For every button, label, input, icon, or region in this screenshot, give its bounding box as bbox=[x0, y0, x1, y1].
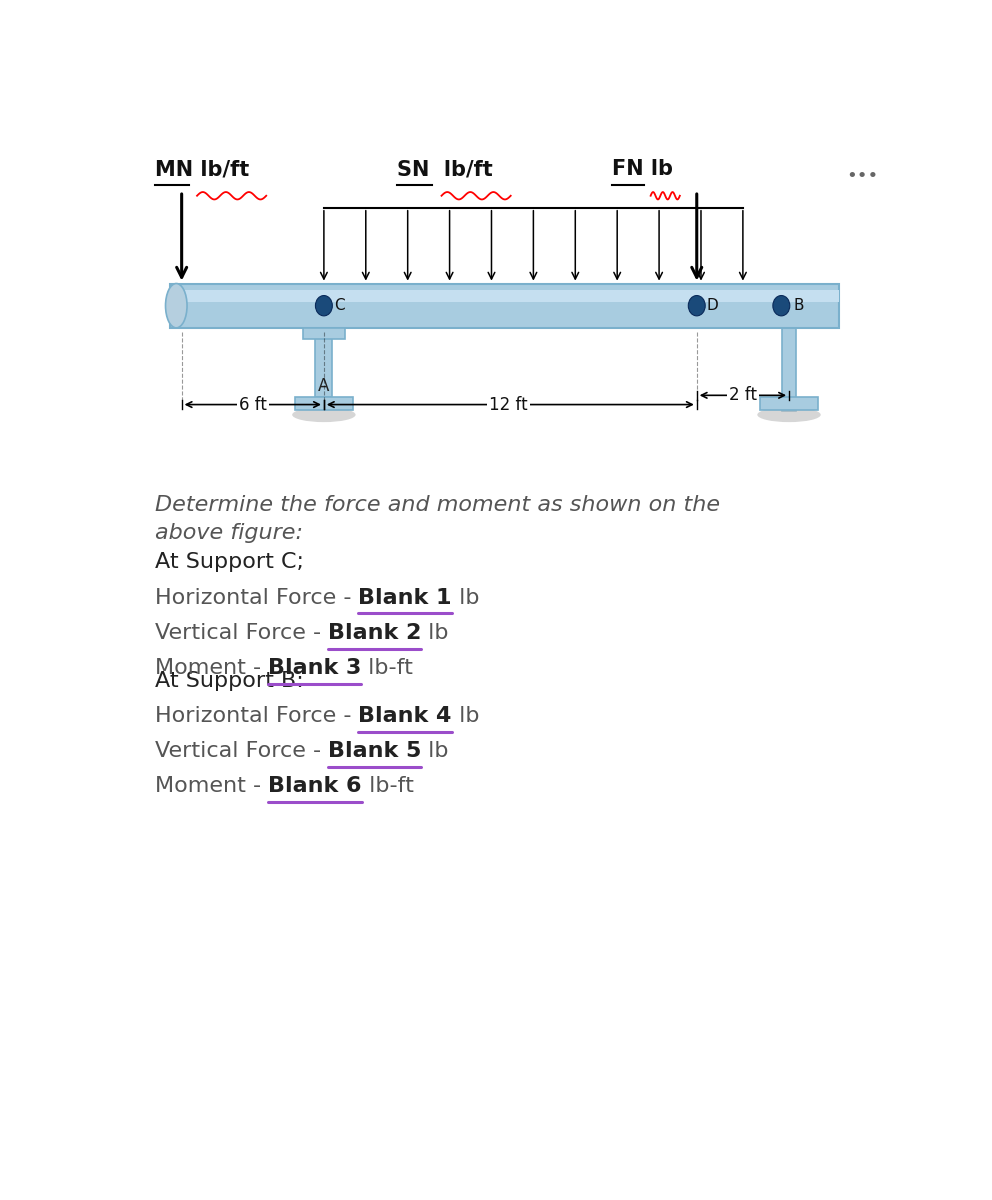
Text: Blank 4: Blank 4 bbox=[358, 706, 451, 726]
Bar bbox=[315, 328, 332, 397]
Text: 6 ft: 6 ft bbox=[239, 396, 267, 414]
Circle shape bbox=[773, 295, 790, 316]
Text: Vertical Force -: Vertical Force - bbox=[155, 740, 328, 761]
Text: Blank 6: Blank 6 bbox=[268, 776, 361, 796]
Text: lb: lb bbox=[422, 740, 448, 761]
Bar bbox=[760, 397, 817, 410]
Text: lb-ft: lb-ft bbox=[361, 658, 414, 678]
Text: B: B bbox=[794, 298, 805, 313]
Text: Moment -: Moment - bbox=[155, 658, 268, 678]
Text: Blank 3: Blank 3 bbox=[268, 658, 361, 678]
Text: FN lb: FN lb bbox=[612, 160, 674, 179]
Text: At Support B:: At Support B: bbox=[155, 671, 304, 691]
Text: Blank 1: Blank 1 bbox=[358, 588, 452, 607]
Text: lb: lb bbox=[422, 623, 448, 643]
Text: Horizontal Force -: Horizontal Force - bbox=[155, 706, 358, 726]
Text: above figure:: above figure: bbox=[155, 523, 303, 542]
Text: Blank 2: Blank 2 bbox=[328, 623, 422, 643]
Bar bbox=[171, 289, 839, 302]
Text: Vertical Force -: Vertical Force - bbox=[155, 623, 328, 643]
Text: A: A bbox=[318, 377, 329, 395]
Bar bbox=[303, 328, 345, 338]
Text: MN lb/ft: MN lb/ft bbox=[155, 160, 249, 179]
Text: 2 ft: 2 ft bbox=[729, 386, 757, 404]
Text: lb: lb bbox=[451, 706, 479, 726]
Text: Blank 5: Blank 5 bbox=[328, 740, 422, 761]
Bar bbox=[782, 283, 796, 412]
Text: lb: lb bbox=[452, 588, 479, 607]
Ellipse shape bbox=[166, 283, 187, 328]
Ellipse shape bbox=[293, 407, 355, 422]
Text: Determine the force and moment as shown on the: Determine the force and moment as shown … bbox=[155, 496, 720, 515]
Text: C: C bbox=[334, 298, 344, 313]
Text: Horizontal Force -: Horizontal Force - bbox=[155, 588, 358, 607]
Text: At Support C;: At Support C; bbox=[155, 552, 304, 572]
Bar bbox=[295, 397, 353, 410]
Text: lb-ft: lb-ft bbox=[361, 776, 414, 796]
Text: •••: ••• bbox=[846, 167, 878, 185]
Ellipse shape bbox=[757, 407, 820, 422]
Bar bbox=[171, 283, 839, 328]
Text: SN  lb/ft: SN lb/ft bbox=[397, 160, 493, 179]
Text: Moment -: Moment - bbox=[155, 776, 268, 796]
Circle shape bbox=[688, 295, 705, 316]
Circle shape bbox=[315, 295, 332, 316]
Text: 12 ft: 12 ft bbox=[489, 396, 528, 414]
Text: D: D bbox=[706, 298, 718, 313]
